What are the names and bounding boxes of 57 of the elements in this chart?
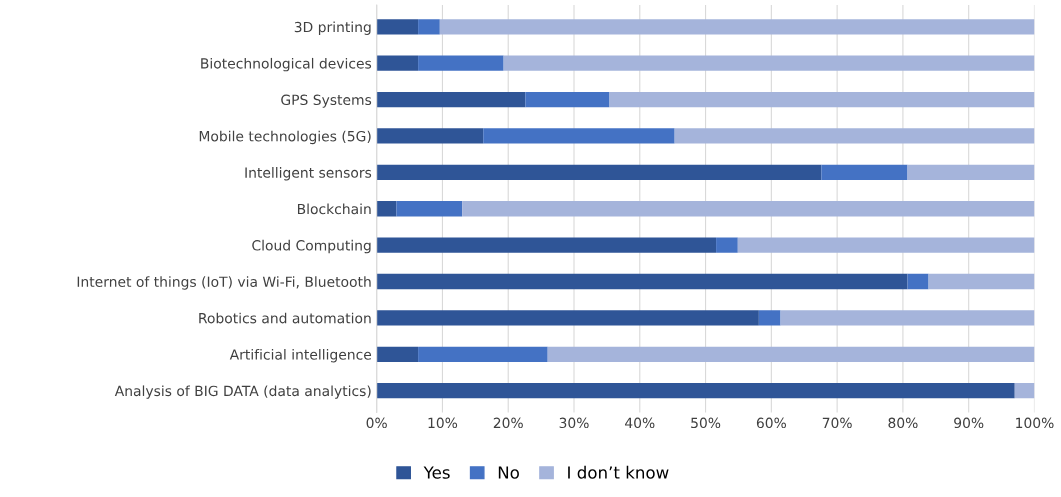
- bar: [907, 164, 1035, 180]
- y-tick-label: Blockchain: [297, 203, 371, 215]
- bar: [418, 19, 440, 35]
- bar: [376, 383, 1015, 399]
- y-tick-label: Internet of things (IoT) via Wi-Fi, Bluetooth: [77, 276, 371, 290]
- bar: [716, 237, 738, 253]
- y-tick-label: Artificial intelligence: [229, 349, 372, 363]
- bar: [376, 55, 419, 71]
- x-tick-label: 30%: [559, 417, 589, 429]
- bar: [376, 273, 908, 290]
- x-tick-label: 100%: [1016, 417, 1054, 429]
- x-tick-label: 10%: [428, 417, 458, 429]
- bar: [376, 201, 397, 217]
- bar: [780, 310, 1035, 326]
- bar: [907, 273, 929, 290]
- bar: [376, 346, 419, 362]
- bar: [483, 128, 675, 144]
- bar: [547, 346, 1035, 362]
- legend-label: I don’t know: [568, 465, 669, 479]
- bar: [418, 346, 548, 362]
- bar: [609, 91, 1035, 108]
- y-tick-label: GPS Systems: [281, 94, 372, 108]
- bar: [525, 91, 610, 108]
- bar: [376, 164, 822, 180]
- bar: [928, 273, 1035, 290]
- x-tick-label: 20%: [493, 417, 523, 429]
- legend-label: No: [498, 466, 519, 479]
- x-tick-label: 70%: [822, 417, 852, 429]
- legend-label: Yes: [423, 466, 450, 479]
- x-tick-label: 50%: [691, 417, 721, 429]
- y-tick-label: 3D printing: [294, 21, 371, 35]
- y-tick-label: Cloud Computing: [252, 239, 371, 254]
- y-tick-label: Biotechnological devices: [201, 57, 372, 72]
- bar: [376, 310, 759, 326]
- y-tick-label: Intelligent sensors: [245, 167, 372, 181]
- bar: [1014, 383, 1035, 399]
- bar: [376, 91, 526, 108]
- bar: [376, 19, 419, 35]
- bar: [503, 55, 1035, 71]
- bar: [396, 201, 463, 217]
- bar: [439, 19, 1035, 35]
- bar: [758, 310, 781, 326]
- x-tick-label: 0%: [366, 417, 387, 429]
- bar: [674, 128, 1035, 144]
- bar: [418, 55, 504, 71]
- y-tick-label: Robotics and automation: [199, 312, 371, 324]
- x-tick-label: 60%: [756, 417, 787, 429]
- x-tick-label: 80%: [888, 417, 918, 429]
- y-tick-label: Mobile technologies (5G): [199, 130, 371, 145]
- x-tick-label: 90%: [954, 417, 984, 429]
- bar: [737, 237, 1035, 253]
- bar: [462, 201, 1035, 217]
- y-tick-label: Analysis of BIG DATA (data analytics): [114, 385, 371, 399]
- x-tick-label: 40%: [625, 417, 655, 429]
- bar: [821, 164, 908, 180]
- bar: [376, 237, 717, 253]
- bar: [376, 128, 484, 144]
